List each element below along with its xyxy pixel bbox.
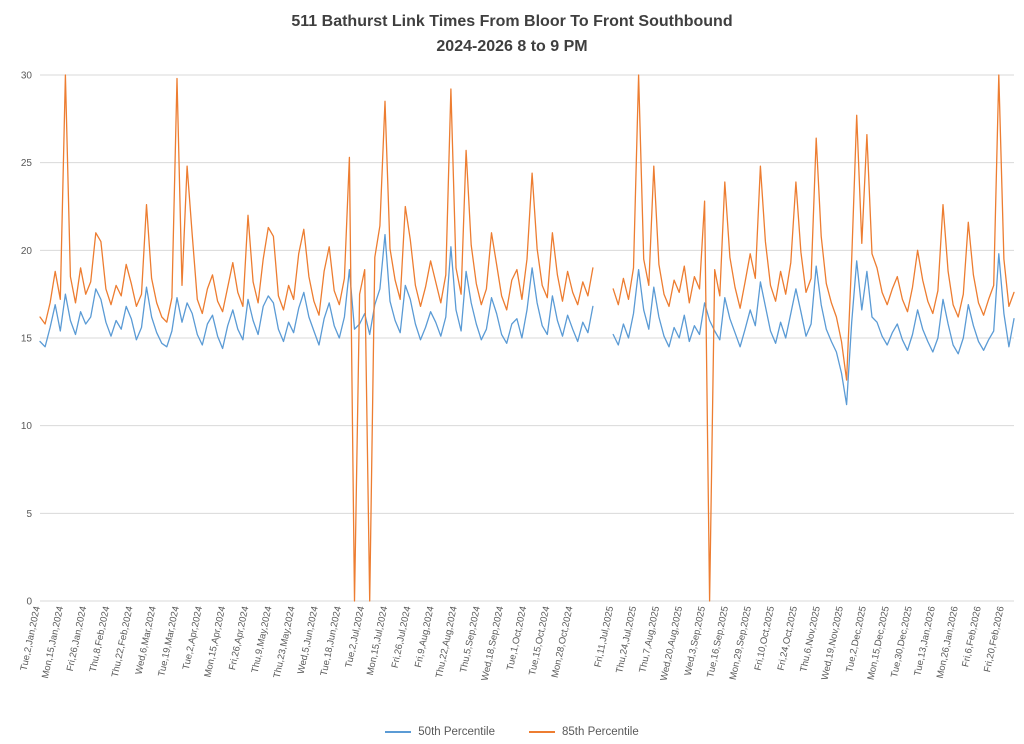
series-line-50th-percentile [612,253,1015,406]
x-axis-tick-label: Fri,9,Aug,2024 [413,605,437,668]
x-axis-tick-label: Wed,20,Aug,2025 [659,605,686,682]
x-axis-tick-label: Thu,22,Feb,2024 [110,605,136,678]
series-line-50th-percentile [39,233,594,350]
x-axis-tick-label: Wed,6,Mar,2024 [134,605,159,675]
x-axis-tick-label: Thu,5,Sep,2024 [458,605,483,673]
x-axis-tick-label: Tue,18,Jun,2024 [318,605,344,677]
x-axis-tick-label: Fri,20,Feb,2026 [982,605,1007,673]
x-axis-tick-label: Thu,9,May,2024 [250,605,275,674]
x-axis-tick-label: Tue,2,Dec,2025 [844,605,869,673]
x-axis-tick-label: Thu,22,Aug,2024 [434,605,460,679]
legend-item-50th-percentile: 50th Percentile [385,726,495,738]
x-axis-tick-label: Tue,30,Dec,2025 [889,605,915,678]
x-axis-tick-label: Thu,23,May,2024 [272,605,298,679]
x-axis-tick-label: Fri,26,Jan,2024 [65,605,89,672]
legend-label-85th: 85th Percentile [562,726,639,738]
y-axis-tick-label: 5 [26,509,32,520]
x-axis-tick-label: Mon,15,Jan,2024 [40,605,66,679]
x-axis-tick-label: Wed,18,Sep,2024 [480,605,507,682]
x-axis-tick-label: Fri,24,Oct,2025 [776,605,800,671]
y-axis-tick-label: 10 [21,421,33,432]
x-axis-tick-label: Tue,2,Jul,2024 [343,605,367,668]
series-line-85th-percentile [39,74,594,602]
x-axis-tick-label: Tue,2,Jan,2024 [19,605,43,672]
legend-line-swatch-85th [529,731,555,733]
x-axis-tick-label: Tue,16,Sep,2025 [705,605,731,678]
x-axis-tick-label: Wed,5,Jun,2024 [296,605,321,675]
x-axis-tick-label: Mon,29,Sep,2025 [728,605,754,681]
x-axis-tick-label: Thu,24,Jul,2025 [614,605,639,674]
chart-title-line2: 2024-2026 8 to 9 PM [436,37,588,55]
y-axis-tick-label: 30 [21,71,33,82]
series-line-85th-percentile [612,74,1015,602]
chart-legend: 50th Percentile 85th Percentile [0,726,1024,738]
x-axis-tick-label: Mon,15,Apr,2024 [202,605,228,678]
x-axis-tick-label: Mon,15,Dec,2025 [866,605,892,681]
x-axis-tick-label: Wed,3,Sep,2025 [683,605,708,676]
chart-title: 511 Bathurst Link Times From Bloor To Fr… [0,10,1024,60]
x-axis-tick-label: Mon,15,Jul,2024 [365,605,390,676]
x-axis-tick-label: Fri,11,Jul,2025 [592,605,616,668]
x-axis-tick-label: Tue,15,Oct,2024 [527,605,552,676]
x-axis-tick-label: Fri,26,Apr,2024 [227,605,251,671]
y-axis-tick-label: 15 [21,334,33,345]
x-axis-tick-label: Tue,19,Mar,2024 [156,605,182,677]
x-axis-tick-label: Tue,2,Apr,2024 [181,605,205,670]
y-axis-tick-label: 0 [26,597,32,608]
y-axis-tick-label: 25 [21,158,33,169]
chart-title-line1: 511 Bathurst Link Times From Bloor To Fr… [291,13,733,30]
x-axis-tick-label: Mon,26,Jan,2026 [935,605,961,679]
x-axis-tick-label: Thu,8,Feb,2024 [88,605,113,673]
x-axis-tick-label: Fri,6,Feb,2026 [960,605,984,668]
x-axis-tick-label: Fri,26,Jul,2024 [390,605,414,669]
x-axis-tick-label: Tue,13,Jan,2026 [912,605,938,677]
x-axis-tick-label: Thu,6,Nov,2025 [798,605,823,673]
x-axis-tick-label: Thu,7,Aug,2025 [637,605,662,673]
x-axis-tick-label: Wed,19,Nov,2025 [820,605,846,681]
x-axis-tick-label: Fri,10,Oct,2025 [753,605,777,671]
legend-label-50th: 50th Percentile [418,726,495,738]
y-axis-tick-label: 20 [21,246,33,257]
legend-line-swatch-50th [385,731,412,733]
x-axis-tick-label: Tue,1,Oct,2024 [505,605,529,671]
legend-item-85th-percentile: 85th Percentile [529,726,639,738]
x-axis-tick-label: Mon,28,Oct,2024 [550,605,576,679]
